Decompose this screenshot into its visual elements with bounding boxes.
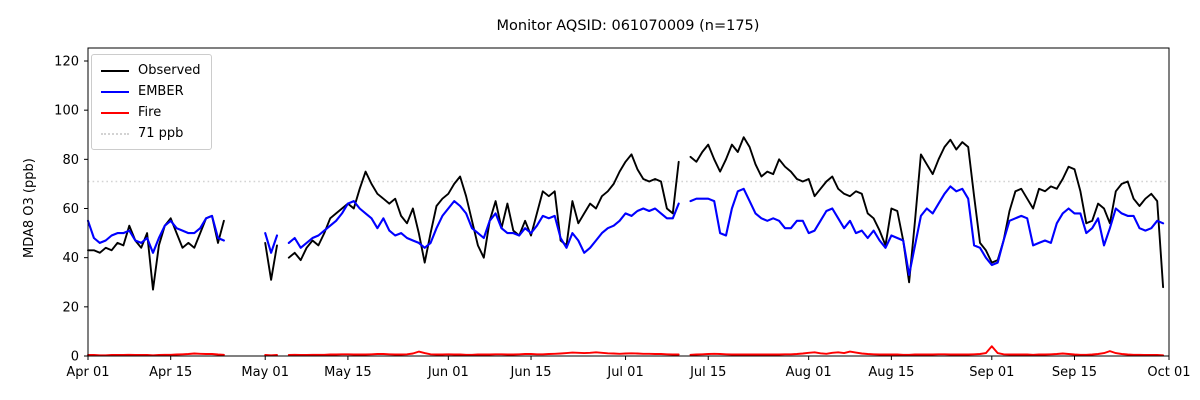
x-tick-label: Jul 01 (606, 365, 643, 380)
legend-item-observed: Observed (101, 60, 201, 81)
ember-line-swatch (101, 90, 129, 93)
x-tick-label: Oct 01 (1147, 365, 1190, 380)
legend-item-threshold: 71 ppb (101, 123, 201, 144)
x-tick-label: Sep 15 (1052, 365, 1097, 380)
chart-title: Monitor AQSID: 061070009 (n=175) (496, 18, 760, 34)
series-line-fire (87, 345, 1165, 357)
x-tick-label: Jun 15 (510, 365, 552, 380)
x-tick-label: Sep 01 (969, 365, 1014, 380)
x-tick-label: Jul 15 (689, 365, 726, 380)
y-tick-label: 80 (62, 153, 79, 168)
y-tick-label: 60 (62, 202, 79, 217)
y-tick-label: 20 (62, 300, 79, 315)
legend-item-ember: EMBER (101, 81, 201, 102)
threshold-line-swatch (101, 132, 129, 135)
legend-label-observed: Observed (138, 63, 201, 78)
legend-label-ember: EMBER (138, 84, 184, 99)
series-line-ember (86, 185, 1165, 276)
legend-box: Observed EMBER Fire 71 ppb (91, 54, 212, 150)
fire-line-swatch (101, 111, 129, 114)
x-tick-label: Jun 01 (427, 365, 469, 380)
y-tick-label: 40 (62, 251, 79, 266)
x-tick-label: Aug 01 (786, 365, 832, 380)
x-tick-label: Apr 15 (149, 365, 192, 380)
y-tick-label: 0 (71, 350, 79, 365)
x-tick-label: Aug 15 (868, 365, 914, 380)
y-tick-label: 100 (54, 104, 79, 119)
y-tick-label: 120 (54, 55, 79, 70)
series-line-observed (87, 136, 1165, 291)
x-tick-label: Apr 01 (66, 365, 109, 380)
legend-label-fire: Fire (138, 105, 162, 120)
legend-item-fire: Fire (101, 102, 201, 123)
x-tick-label: May 01 (241, 365, 289, 380)
observed-line-swatch (101, 69, 129, 72)
y-axis-label: MDA8 O3 (ppb) (22, 158, 37, 258)
plot-border (87, 47, 1170, 357)
legend-label-threshold: 71 ppb (138, 126, 184, 141)
x-tick-label: May 15 (324, 365, 372, 380)
